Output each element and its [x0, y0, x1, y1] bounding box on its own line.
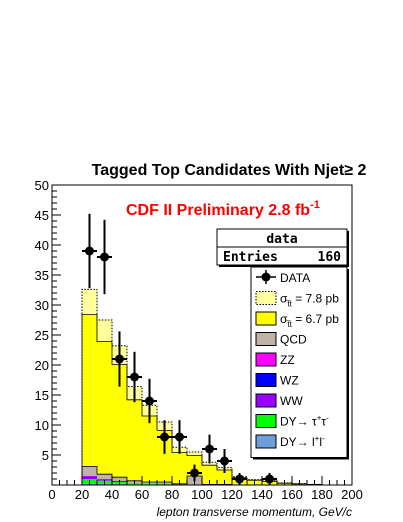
svg-text:DY→ l+l-: DY→ l+l- [280, 434, 325, 449]
bar-ttbar-6p7-30 [97, 341, 112, 475]
bar-ttbar-6p7-100 [202, 465, 217, 485]
x-tick-label: 160 [281, 487, 303, 502]
svg-text:DATA: DATA [280, 271, 310, 285]
bar-ttbar-6p7-60 [142, 416, 157, 482]
bar-ttbar-6p7-80 [172, 452, 187, 484]
x-tick-label: 0 [48, 487, 55, 502]
data-point-95 [187, 464, 202, 482]
bar-QCD-20 [82, 466, 97, 476]
y-tick-label: 10 [35, 418, 49, 433]
x-tick-label: 40 [105, 487, 119, 502]
bar-WZ-30 [97, 479, 112, 481]
stats-entries-label: Entries [223, 250, 278, 265]
legend-entry-ttbar-7p8: σt̅t = 7.8 pb [255, 291, 339, 309]
bar-ttbar-6p7-110 [217, 470, 232, 485]
legend-entry-ZZ: ZZ [255, 352, 295, 367]
y-tick-label: 5 [42, 448, 49, 463]
svg-text:WW: WW [280, 394, 303, 408]
x-tick-label: 60 [135, 487, 149, 502]
y-tick-label: 35 [35, 268, 49, 283]
stats-entries-value: 160 [318, 250, 342, 265]
x-tick-label: 180 [311, 487, 333, 502]
data-point-105 [202, 434, 217, 464]
svg-text:QCD: QCD [280, 333, 307, 347]
stats-header: data [266, 232, 297, 247]
legend-entry-QCD: QCD [255, 332, 307, 347]
y-tick-label: 15 [35, 388, 49, 403]
legend-entry-data: DATA [256, 270, 310, 285]
x-tick-label: 200 [341, 487, 363, 502]
bar-WW-20 [82, 477, 97, 479]
bar-QCD-40 [112, 477, 127, 481]
data-point-25 [82, 213, 97, 289]
data-point-85 [172, 420, 187, 454]
svg-text:DY→ τ+τ-: DY→ τ+τ- [280, 414, 329, 429]
bar-ttbar-6p7-40 [112, 364, 127, 478]
chart-title: Tagged Top Candidates With Njet≥ 2 [92, 162, 367, 179]
y-tick-label: 45 [35, 208, 49, 223]
bar-QCD-30 [97, 474, 112, 479]
bar-ttbar-6p7-20 [82, 314, 97, 467]
x-tick-label: 20 [75, 487, 89, 502]
data-point-55 [127, 351, 142, 403]
x-tick-label: 120 [221, 487, 243, 502]
y-tick-label: 30 [35, 298, 49, 313]
legend-entry-WZ: WZ [255, 373, 299, 388]
x-tick-label: 80 [165, 487, 179, 502]
ttbar-6p7-outline [81, 314, 352, 486]
bar-ZZ-20 [82, 476, 97, 477]
data-point-35 [97, 219, 112, 295]
legend-entry-DY-ll: DY→ l+l- [255, 434, 325, 449]
stacked-histogram [81, 288, 352, 486]
y-tick-label: 25 [35, 328, 49, 343]
svg-text:WZ: WZ [280, 374, 299, 388]
legend-entry-ttbar-6p7: σt̅t = 6.7 pb [255, 311, 339, 329]
bar-ttbar-6p7-50 [127, 399, 142, 481]
legend: DATA σt̅t = 7.8 pb σt̅t = 6.7 pb QCD ZZ WZ WW D… [250, 266, 349, 460]
y-tick-label: 50 [35, 178, 49, 193]
legend-entry-DY-tautau: DY→ τ+τ- [255, 414, 329, 429]
stats-box: data Entries 160 [216, 228, 349, 267]
y-tick-label: 20 [35, 358, 49, 373]
bar-ttbar-6p7-70 [157, 430, 172, 482]
data-point-65 [142, 378, 157, 424]
svg-text:σt̅t = 6.7 pb: σt̅t = 6.7 pb [280, 312, 339, 329]
x-tick-label: 140 [251, 487, 273, 502]
x-tick-label: 100 [191, 487, 213, 502]
svg-text:σt̅t = 7.8 pb: σt̅t = 7.8 pb [280, 292, 339, 309]
bar-WZ-20 [82, 476, 97, 478]
svg-text:ZZ: ZZ [280, 353, 295, 367]
legend-entry-WW: WW [255, 393, 303, 408]
data-point-75 [157, 420, 172, 454]
data-point-115 [217, 449, 232, 473]
preliminary-annotation: CDF II Preliminary 2.8 fb-1 [126, 199, 320, 219]
bar-ZZ-30 [97, 479, 112, 480]
y-tick-label: 40 [35, 238, 49, 253]
axes: 5 10 15 20 25 30 35 40 45 50 0 20 40 60 80 100 120 140 160… [35, 178, 363, 502]
x-axis-label: lepton transverse momentum, GeV/c [157, 505, 352, 519]
data-point-45 [112, 331, 127, 387]
